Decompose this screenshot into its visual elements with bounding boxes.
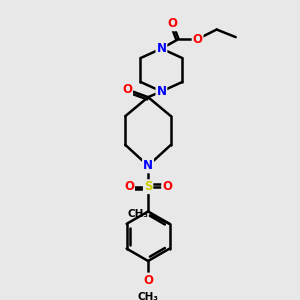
- Text: O: O: [162, 180, 172, 193]
- Text: N: N: [143, 159, 153, 172]
- Text: O: O: [122, 83, 132, 96]
- Text: CH₃: CH₃: [128, 209, 149, 220]
- Text: O: O: [143, 274, 153, 286]
- Text: N: N: [143, 159, 153, 172]
- Text: N: N: [156, 42, 167, 55]
- Text: N: N: [156, 85, 167, 98]
- Text: S: S: [144, 180, 152, 193]
- Text: O: O: [124, 180, 134, 193]
- Text: CH₃: CH₃: [138, 292, 159, 300]
- Text: O: O: [168, 17, 178, 30]
- Text: O: O: [193, 33, 202, 46]
